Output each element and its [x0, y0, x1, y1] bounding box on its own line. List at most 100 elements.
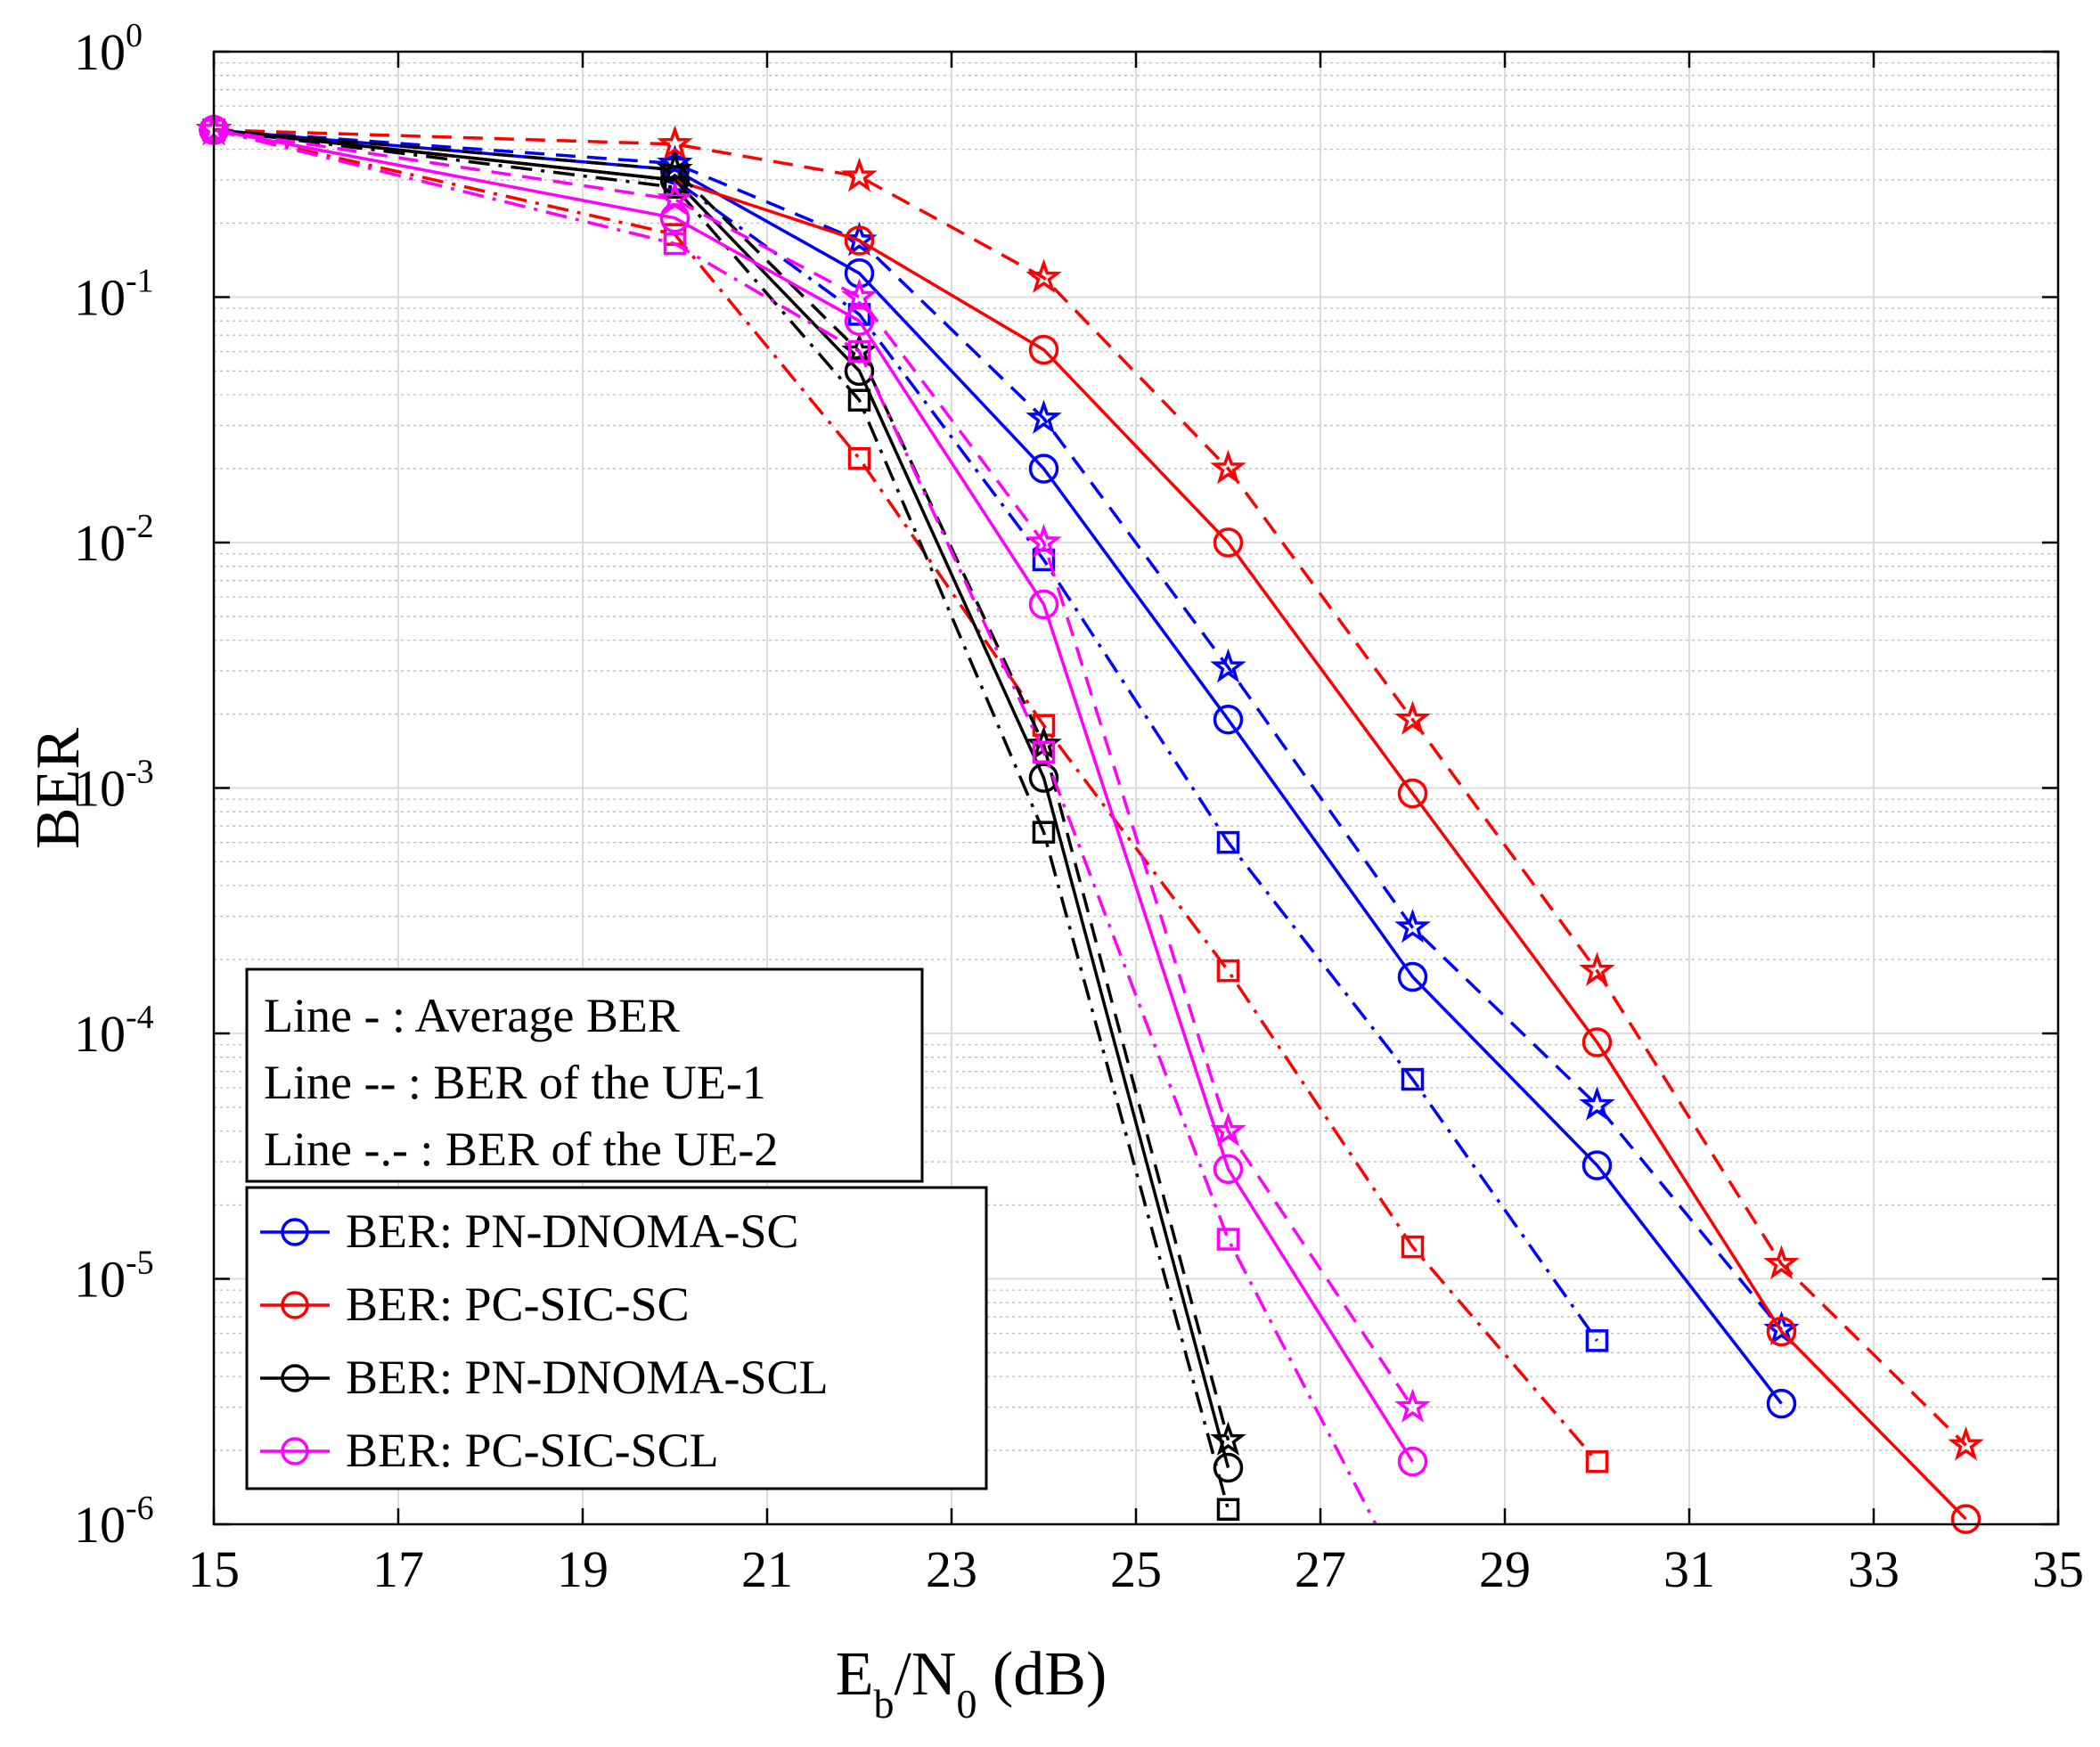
line-style-legend: Line - : Average BER Line -- : BER of th…: [245, 967, 924, 1183]
data-point-square: [1032, 820, 1056, 844]
data-point-square: [1216, 1498, 1240, 1522]
data-point-star: [657, 180, 693, 216]
data-point-star: [1579, 1086, 1615, 1121]
x-tick-label: 23: [926, 1540, 977, 1598]
y-tick-label: 100: [74, 17, 143, 81]
data-point-circle: [1028, 453, 1059, 484]
legend-label: BER: PN-DNOMA-SCL: [346, 1351, 829, 1404]
series-line: [213, 128, 1783, 1405]
legend-entry-pn-dnoma-scl: BER: PN-DNOMA-SCL: [260, 1351, 829, 1404]
x-label-main: E: [836, 1640, 874, 1709]
data-point-star: [1763, 1245, 1800, 1279]
data-point-circle: [1028, 589, 1059, 620]
x-axis-label: Eb/N0 (dB): [836, 1640, 1107, 1727]
x-tick-label: 31: [1663, 1540, 1715, 1598]
data-point-circle: [1397, 778, 1428, 809]
series-line: [213, 128, 1967, 1521]
data-point-circle: [1028, 763, 1059, 793]
data-point-star: [1210, 1421, 1246, 1456]
legend-swatch-marker: [281, 1364, 309, 1392]
x-label-mid: /N: [894, 1640, 956, 1709]
y-tick-label: 10-5: [74, 1245, 154, 1309]
series-line: [213, 128, 1230, 1510]
x-tick-label: 21: [741, 1540, 793, 1598]
data-point-star: [657, 151, 693, 185]
data-point-square: [1216, 959, 1240, 983]
data-point-square: [1401, 1235, 1425, 1259]
data-point-star: [1394, 908, 1431, 943]
series-pn-dnoma-scl-ue-2: [202, 118, 1240, 1522]
data-point-square: [1585, 1449, 1609, 1474]
series-line: [213, 128, 1598, 1342]
legend-entry-pc-sic-scl: BER: PC-SIC-SCL: [260, 1424, 719, 1477]
axis-ticks: [212, 50, 2060, 1526]
line-style-legend-entry: Line -.- : BER of the UE-2: [264, 1122, 778, 1176]
data-point-circle: [844, 306, 875, 336]
data-point-circle: [1397, 961, 1428, 992]
data-point-square: [1585, 1329, 1609, 1352]
series-legend: BER: PN-DNOMA-SC BER: PC-SIC-SC BER: PN-…: [245, 1186, 988, 1490]
x-tick-label: 27: [1295, 1540, 1346, 1598]
data-point-circle: [1766, 1316, 1797, 1347]
data-point-star: [1210, 648, 1246, 683]
y-tick-base: 10: [74, 269, 126, 327]
data-point-circle: [1581, 1027, 1613, 1057]
series-line: [213, 128, 1230, 1468]
y-tick-exponent: -3: [126, 754, 154, 791]
y-axis-label: BER: [24, 728, 93, 849]
data-point-circle: [1213, 1452, 1244, 1483]
data-point-star: [841, 278, 878, 313]
y-tick-exponent: 0: [126, 17, 143, 54]
data-point-circle: [1213, 527, 1244, 558]
legend-label: BER: PN-DNOMA-SC: [346, 1204, 799, 1258]
data-point-square: [847, 339, 871, 363]
data-point-star: [657, 125, 693, 159]
data-point-star: [1394, 700, 1431, 735]
data-point-circle: [1213, 1154, 1244, 1185]
data-point-square: [663, 176, 687, 200]
data-point-star: [1210, 449, 1246, 485]
data-point-circle: [1213, 704, 1244, 735]
x-label-sub2: 0: [956, 1681, 976, 1727]
x-tick-label: 35: [2032, 1540, 2084, 1598]
legend-entry-pn-dnoma-sc: BER: PN-DNOMA-SC: [260, 1204, 799, 1258]
data-point-star: [1579, 951, 1615, 986]
y-tick-label: 10-2: [74, 508, 154, 572]
y-tick-label: 10-6: [74, 1490, 154, 1554]
legend-entry-pc-sic-sc: BER: PC-SIC-SC: [260, 1278, 690, 1331]
data-point-square: [1032, 740, 1056, 763]
data-point-star: [1025, 523, 1062, 559]
series-pc-sic-sc-average: [199, 115, 1982, 1534]
y-tick-exponent: -5: [126, 1245, 154, 1282]
y-tick-label: 10-1: [74, 263, 154, 327]
data-point-star: [1394, 1388, 1431, 1423]
legend-swatch-marker: [281, 1291, 309, 1319]
data-point-star: [1025, 258, 1062, 293]
data-point-square: [663, 232, 687, 256]
series-legend-box: [245, 1186, 988, 1490]
y-tick-exponent: -2: [126, 508, 154, 545]
line-style-legend-box: [245, 967, 924, 1183]
y-tick-base: 10: [74, 1251, 126, 1309]
data-point-circle: [1397, 1446, 1428, 1477]
x-label-tail: (dB): [976, 1640, 1107, 1709]
data-point-square: [1401, 1067, 1425, 1091]
data-point-square: [847, 446, 871, 470]
legend-swatch-marker: [281, 1218, 309, 1246]
y-tick-label: 10-3: [74, 754, 154, 818]
series-line: [213, 128, 1967, 1447]
data-point-square: [847, 388, 871, 412]
data-point-circle: [1766, 1388, 1797, 1419]
x-tick-label: 17: [372, 1540, 424, 1598]
legend-label: BER: PC-SIC-SC: [346, 1278, 690, 1331]
data-point-circle: [659, 165, 690, 195]
x-tick-label: 19: [557, 1540, 609, 1598]
line-style-legend-entry: Line -- : BER of the UE-1: [264, 1056, 766, 1109]
series-line: [213, 128, 1414, 1463]
data-point-star: [841, 157, 878, 192]
y-tick-label: 10-4: [74, 999, 154, 1063]
data-point-circle: [844, 225, 875, 256]
data-point-star: [1948, 1425, 1984, 1461]
series-line: [213, 128, 1783, 1331]
